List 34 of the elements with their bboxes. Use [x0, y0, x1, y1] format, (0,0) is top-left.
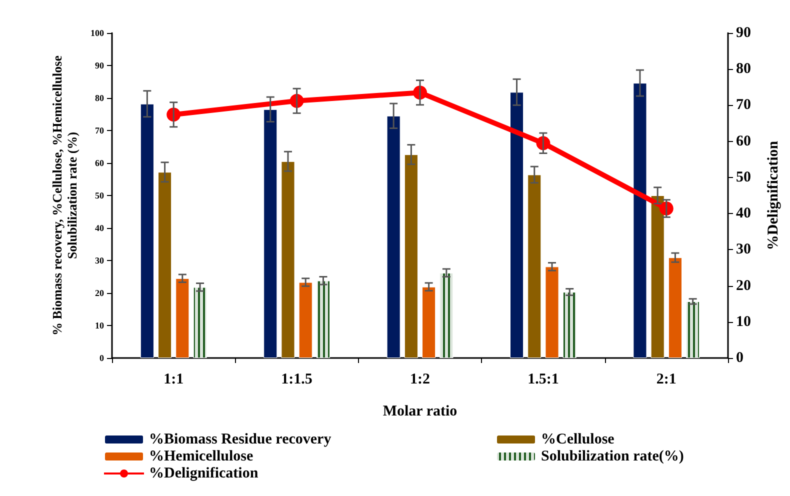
y-tick-label: 80	[95, 93, 104, 103]
y2-tick-label: 40	[736, 206, 751, 222]
y2-tick-label: 60	[736, 133, 751, 150]
y-tick-label: 50	[95, 190, 104, 200]
x-tick-label: 2:1	[656, 372, 676, 388]
y2-tick-label: 30	[736, 242, 751, 258]
legend-label: %Delignification	[149, 466, 259, 482]
y2-tick-label: 20	[736, 278, 751, 294]
y-axis-title: % Biomass recovery, %Cellulose, %Hemicellulose Solubilization rate (%)	[50, 55, 80, 336]
y2-tick-label: 70	[736, 97, 751, 114]
y2-axis-title: %Delignification	[766, 140, 782, 250]
y2-tick-label: 10	[736, 314, 751, 330]
y-tick-label: 30	[95, 256, 104, 266]
legend-label: %Cellulose	[541, 432, 615, 448]
legend-label: %Hemicellulose	[149, 448, 254, 464]
y-tick-label: 40	[95, 223, 104, 233]
y-tick-label: 10	[95, 320, 104, 330]
y-tick-label: 0	[100, 353, 104, 363]
y-tick-label: 20	[95, 288, 104, 298]
y2-tick-label: 50	[736, 169, 751, 186]
legend-label: Solubilization rate(%)	[541, 448, 684, 464]
y-tick-label: 90	[95, 60, 104, 70]
y2-tick-label: 0	[736, 350, 744, 366]
y-tick-label: 100	[90, 28, 104, 38]
x-tick-label: 1:2	[410, 372, 430, 388]
y2-tick-label: 90	[736, 25, 751, 41]
x-axis-title: Molar ratio	[382, 404, 458, 420]
x-tick-label: 1:1.5	[281, 372, 312, 388]
x-tick-label: 1:1	[164, 372, 184, 388]
y-tick-label: 60	[95, 158, 104, 168]
y-tick-label: 70	[95, 126, 104, 136]
x-tick-label: 1.5:1	[528, 372, 559, 388]
y2-tick-label: 80	[736, 61, 751, 78]
legend-label: %Biomass Residue recovery	[149, 432, 332, 448]
